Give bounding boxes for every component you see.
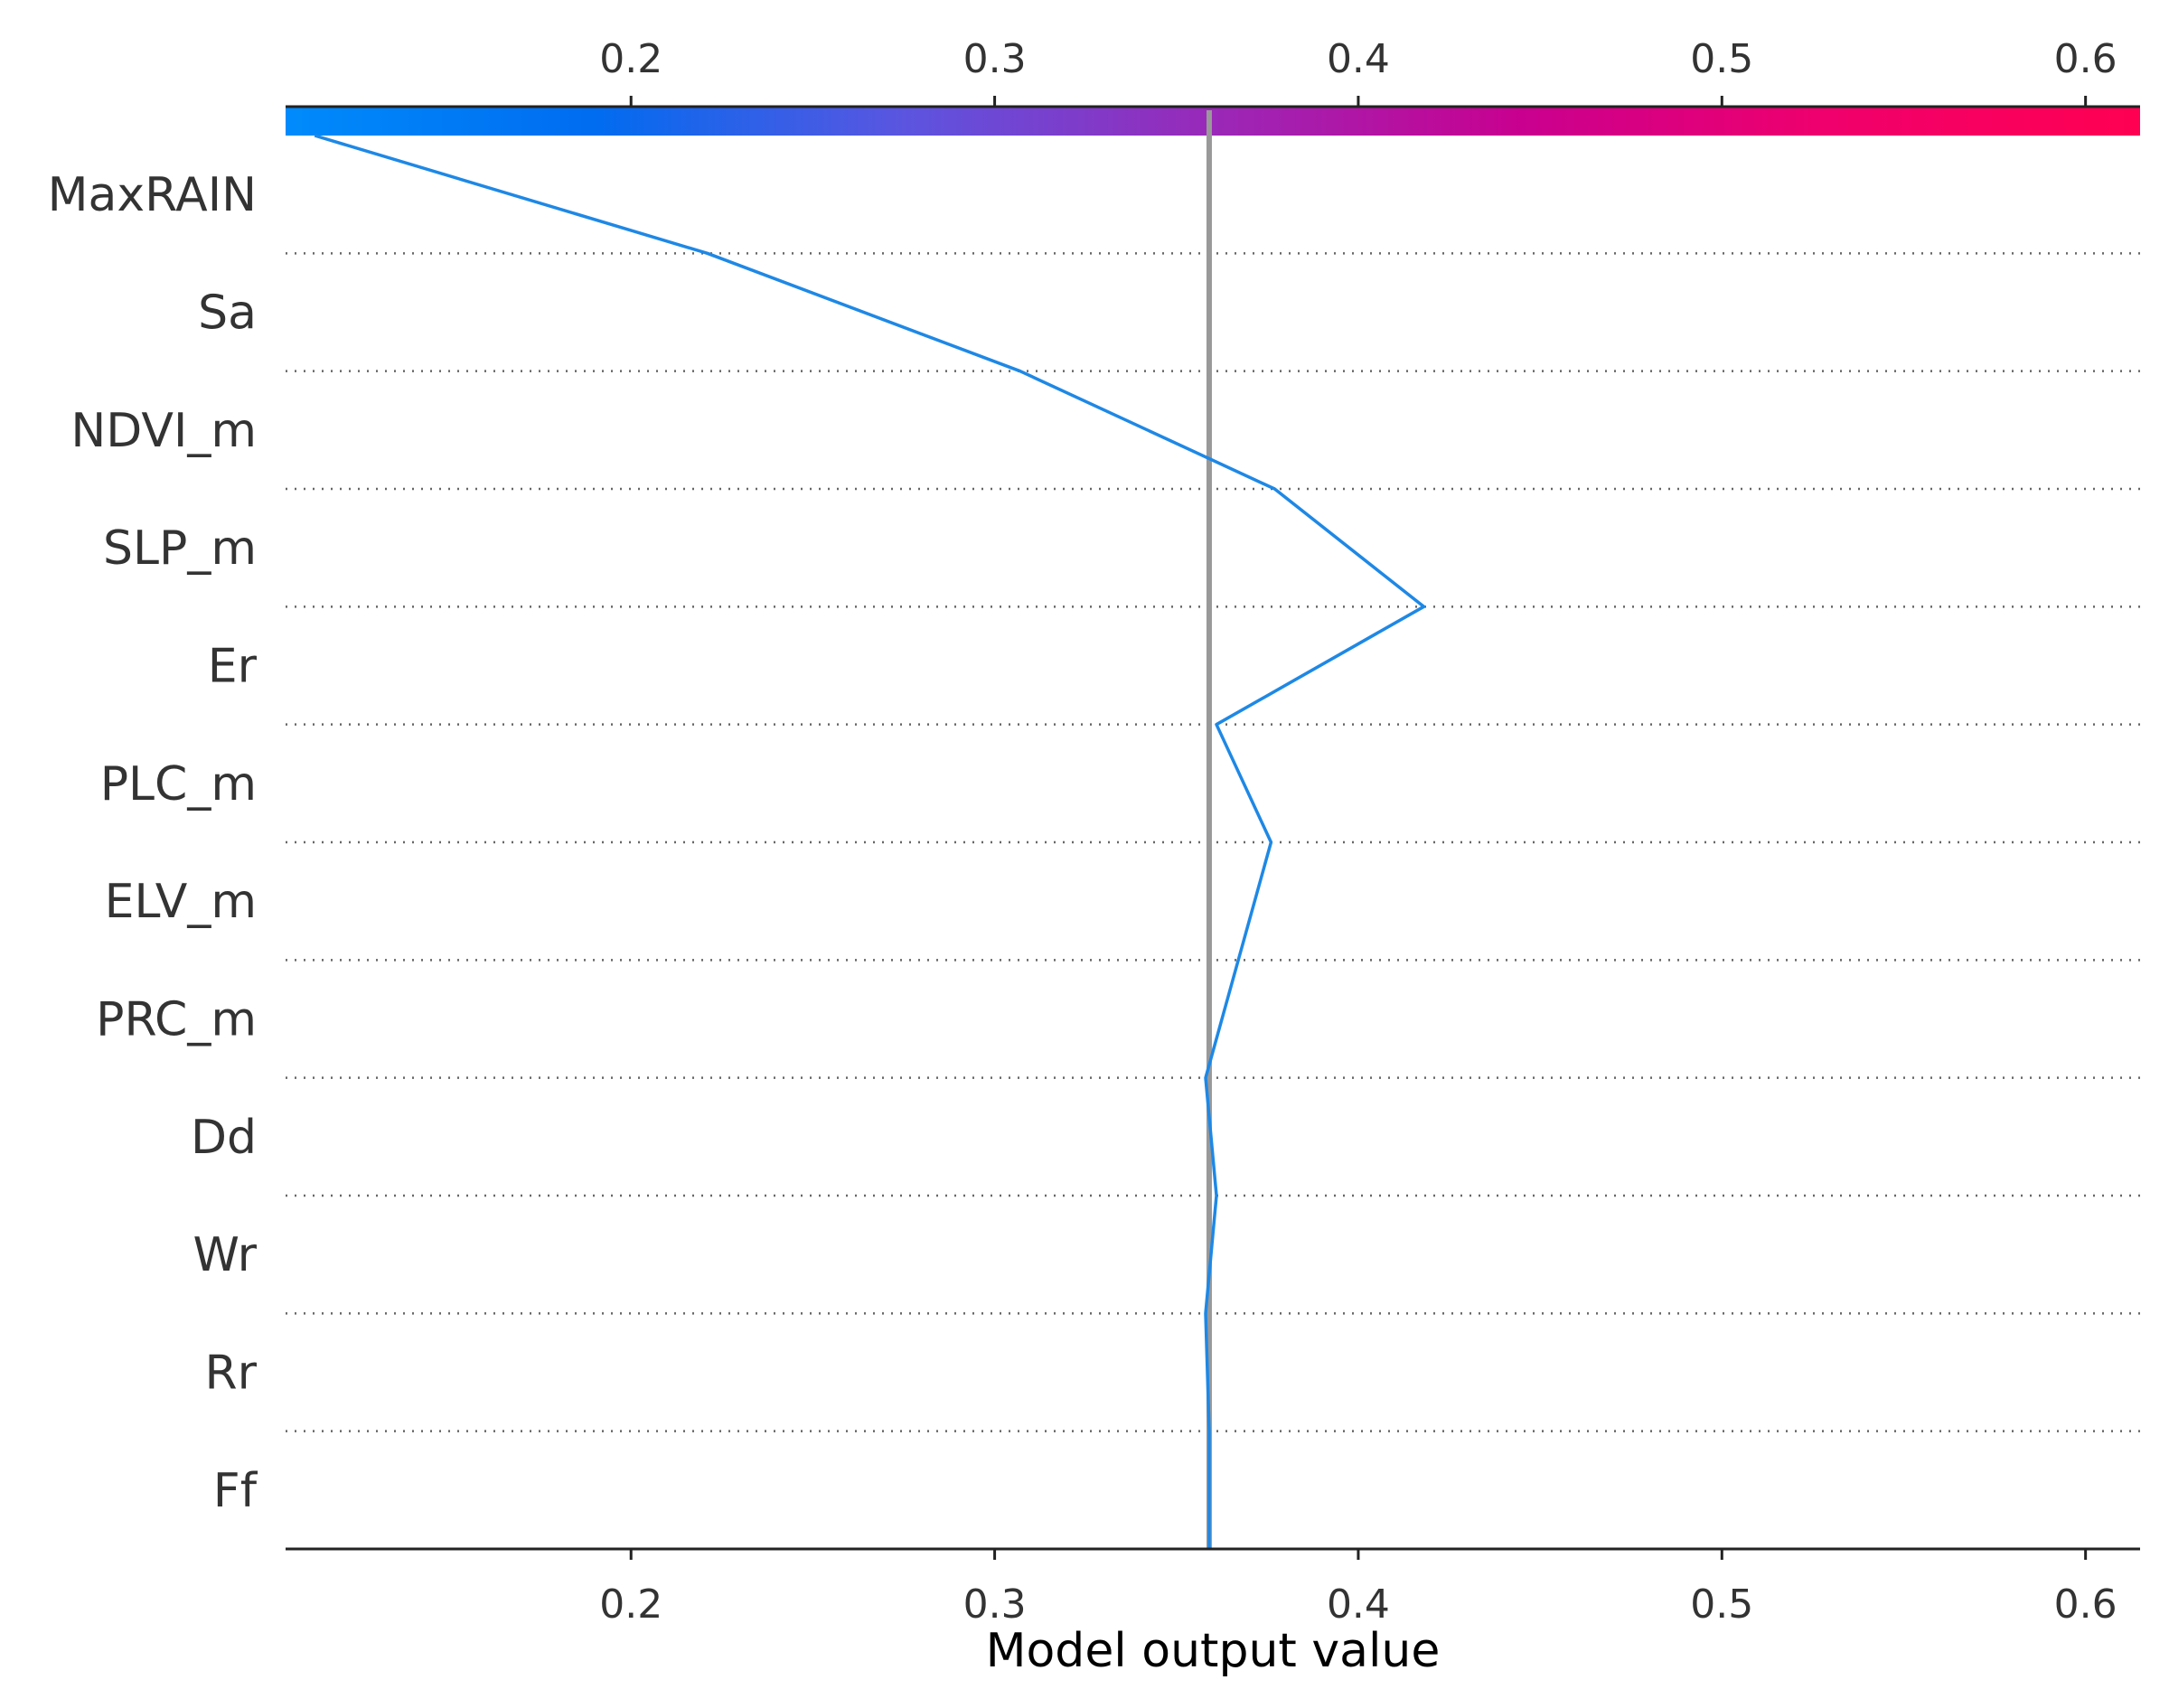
x-axis-title: Model output value — [986, 1624, 1441, 1678]
colorbar-gradient — [286, 107, 2140, 136]
feature-label-Dd: Dd — [191, 1111, 257, 1165]
top-tick-label: 0.2 — [599, 36, 662, 82]
top-tick-label: 0.4 — [1327, 36, 1390, 82]
feature-labels: MaxRAIN Sa NDVI_m SLP_m Er PLC_m ELV_m PRC_m Dd W… — [48, 168, 258, 1518]
feature-label-SLP_m: SLP_m — [103, 521, 257, 576]
feature-label-Ff: Ff — [213, 1464, 258, 1518]
feature-label-Wr: Wr — [193, 1228, 258, 1282]
bottom-tick-label: 0.6 — [2054, 1581, 2117, 1628]
top-axis-ticks: 0.2 0.3 0.4 0.5 0.6 — [599, 36, 2117, 107]
feature-label-MaxRAIN: MaxRAIN — [48, 168, 257, 222]
feature-label-ELV_m: ELV_m — [105, 875, 257, 929]
decision-line — [314, 134, 1426, 1549]
colorbar — [286, 105, 2140, 136]
bottom-tick-label: 0.3 — [963, 1581, 1027, 1628]
feature-label-PLC_m: PLC_m — [100, 757, 257, 812]
feature-label-Rr: Rr — [204, 1347, 257, 1401]
feature-label-Sa: Sa — [198, 286, 257, 341]
top-tick-label: 0.5 — [1690, 36, 1753, 82]
top-tick-label: 0.6 — [2054, 36, 2117, 82]
bottom-axis-ticks: 0.2 0.3 0.4 0.5 0.6 — [599, 1549, 2117, 1628]
bottom-tick-label: 0.2 — [599, 1581, 662, 1628]
row-separators — [286, 252, 2140, 1432]
feature-label-NDVI_m: NDVI_m — [70, 404, 257, 458]
decision-lines — [314, 134, 1426, 1549]
bottom-tick-label: 0.5 — [1690, 1581, 1753, 1628]
bottom-tick-label: 0.4 — [1327, 1581, 1390, 1628]
feature-label-PRC_m: PRC_m — [96, 993, 257, 1047]
feature-label-Er: Er — [208, 640, 258, 694]
top-tick-label: 0.3 — [963, 36, 1027, 82]
